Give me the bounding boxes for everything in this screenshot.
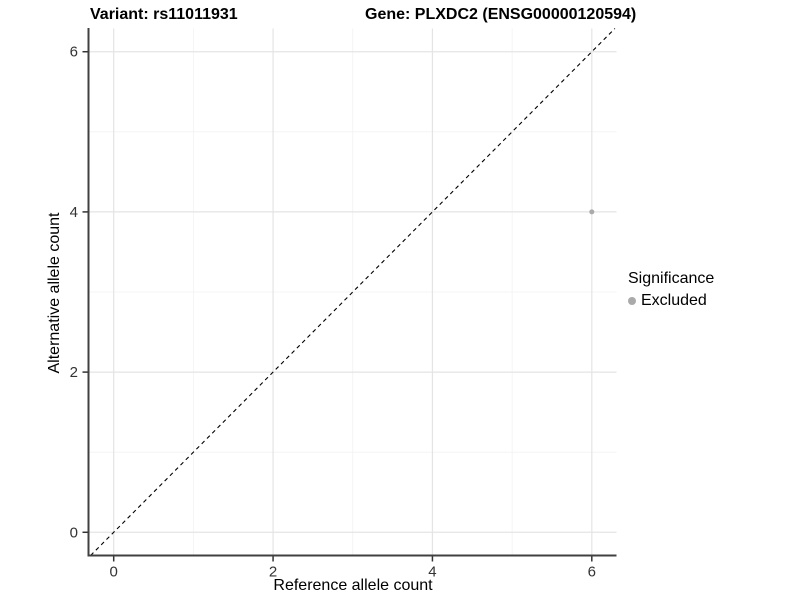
svg-text:0: 0 xyxy=(70,524,78,541)
svg-text:2: 2 xyxy=(269,564,277,581)
legend-item-excluded: Excluded xyxy=(628,291,714,310)
svg-text:0: 0 xyxy=(110,564,118,581)
svg-text:4: 4 xyxy=(428,564,436,581)
y-axis-label: Alternative allele count xyxy=(46,212,63,374)
svg-text:2: 2 xyxy=(70,364,78,381)
legend-item-label: Excluded xyxy=(641,292,707,309)
legend-title: Significance xyxy=(628,270,715,287)
svg-text:6: 6 xyxy=(70,44,78,61)
legend-point-icon xyxy=(628,296,636,305)
svg-text:6: 6 xyxy=(588,564,596,581)
plot-title-variant: Variant: rs11011931 xyxy=(90,6,238,23)
x-axis-label: Reference allele count xyxy=(273,577,433,594)
svg-text:4: 4 xyxy=(70,204,78,221)
legend: Significance Excluded xyxy=(628,269,714,310)
plot-title-gene: Gene: PLXDC2 (ENSG00000120594) xyxy=(365,6,637,23)
